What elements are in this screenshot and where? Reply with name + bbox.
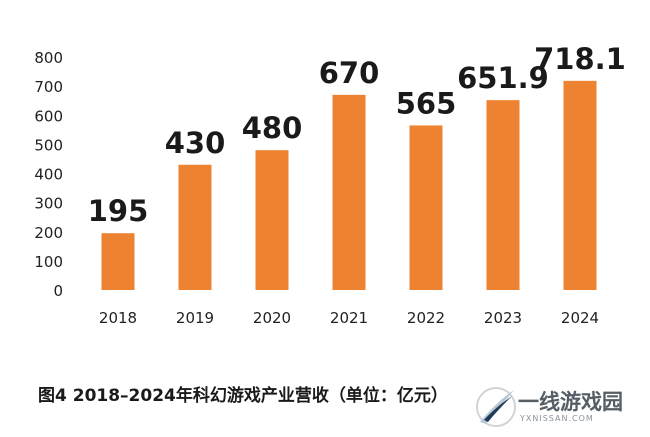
y-tick-label: 700 xyxy=(34,78,63,96)
x-tick-label: 2019 xyxy=(176,309,214,327)
bar-2023 xyxy=(486,100,520,290)
x-tick-label: 2023 xyxy=(484,309,522,327)
watermark-url: YXNISSAN.COM xyxy=(520,414,594,423)
y-tick-label: 500 xyxy=(34,136,63,154)
x-tick-label: 2022 xyxy=(407,309,445,327)
data-label-2022: 565 xyxy=(396,86,457,120)
y-tick-label: 800 xyxy=(34,49,63,67)
swoosh-logo-icon xyxy=(476,387,516,427)
data-label-2024: 718.1 xyxy=(534,42,626,76)
x-tick-label: 2021 xyxy=(330,309,368,327)
data-label-2019: 430 xyxy=(165,126,226,160)
y-tick-label: 0 xyxy=(53,282,63,300)
figure-caption: 图4 2018–2024年科幻游戏产业营收（单位：亿元） xyxy=(38,386,448,406)
bar-2022 xyxy=(409,125,443,290)
x-tick-label: 2024 xyxy=(561,309,599,327)
x-tick-label: 2018 xyxy=(99,309,137,327)
bar-2021 xyxy=(332,94,366,290)
y-tick-label: 300 xyxy=(34,195,63,213)
y-tick-label: 200 xyxy=(34,224,63,242)
data-label-2018: 195 xyxy=(88,194,149,228)
x-axis-ticks: 2018 2019 2020 2021 2022 2023 2024 xyxy=(99,309,599,327)
data-label-2020: 480 xyxy=(242,111,303,145)
bar-2019 xyxy=(178,164,212,290)
watermark-name: 一线游戏园 xyxy=(518,390,623,414)
y-tick-label: 100 xyxy=(34,253,63,271)
bar-2020 xyxy=(255,150,289,290)
y-axis-ticks: 0 100 200 300 400 500 600 700 800 xyxy=(34,49,63,300)
y-tick-label: 600 xyxy=(34,107,63,125)
data-label-2021: 670 xyxy=(319,56,380,90)
bar-2024 xyxy=(563,80,597,290)
bars xyxy=(101,80,597,290)
watermark: 一线游戏园 YXNISSAN.COM xyxy=(474,384,644,432)
bar-2018 xyxy=(101,233,135,290)
data-label-2023: 651.9 xyxy=(457,61,549,95)
y-tick-label: 400 xyxy=(34,166,63,184)
x-tick-label: 2020 xyxy=(253,309,291,327)
